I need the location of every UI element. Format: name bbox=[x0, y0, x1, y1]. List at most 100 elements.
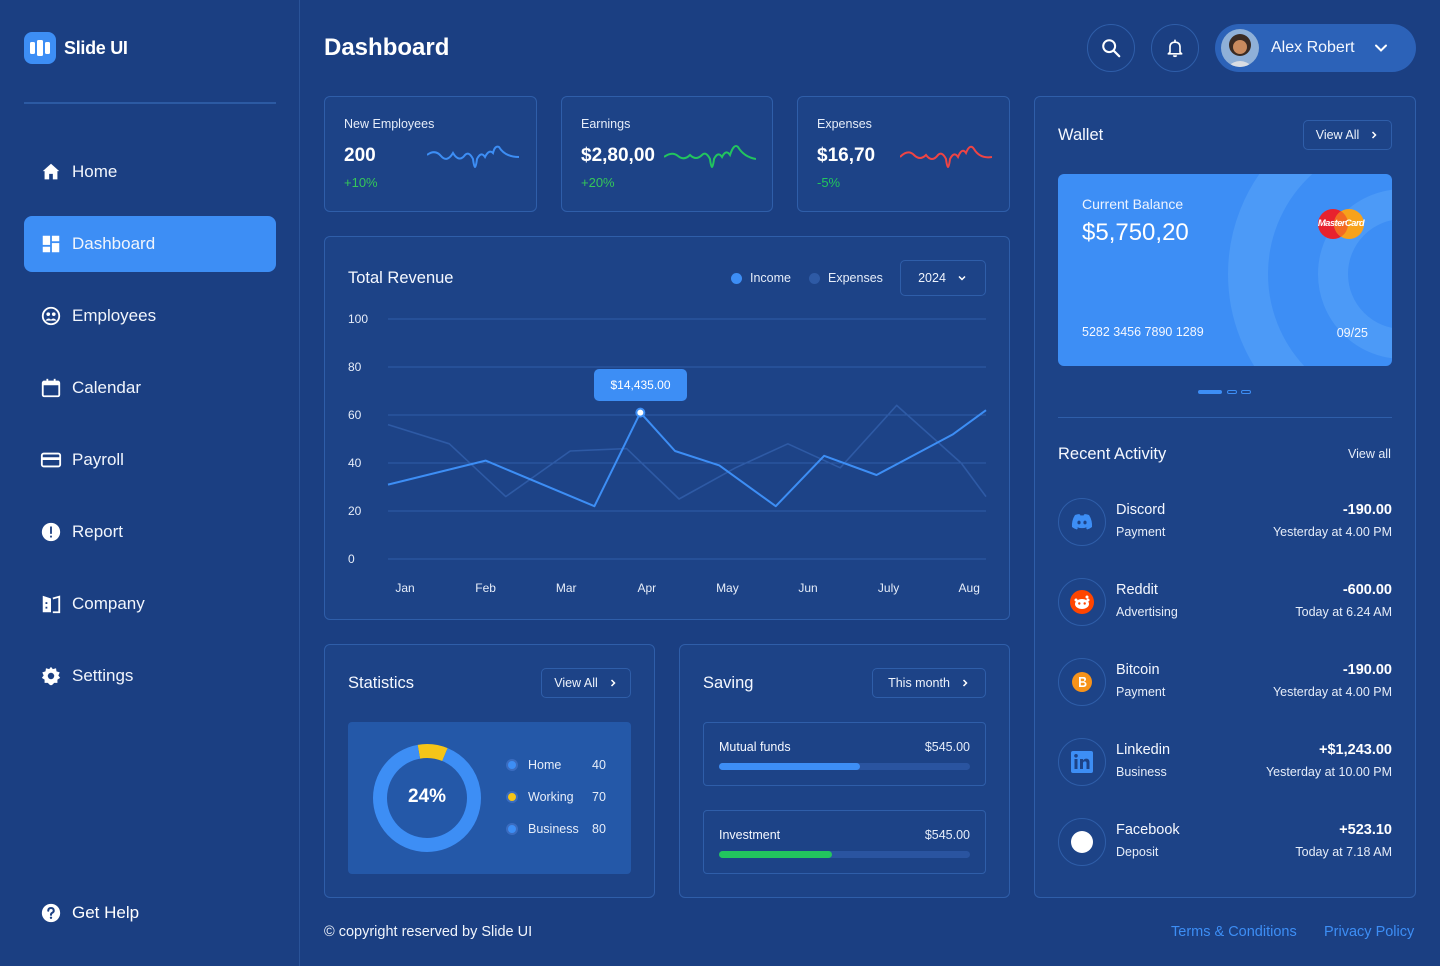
sidebar-item-company[interactable]: Company bbox=[24, 576, 276, 632]
activity-type: Business bbox=[1116, 765, 1167, 779]
employees-icon bbox=[41, 306, 61, 326]
company-icon bbox=[42, 595, 61, 614]
series-line-income bbox=[387, 409, 987, 508]
carousel-dot[interactable] bbox=[1227, 390, 1237, 394]
sidebar-item-employees[interactable]: Employees bbox=[24, 288, 276, 344]
kpi-card-expenses: Expenses $16,70 -5% bbox=[797, 96, 1010, 212]
sidebar-item-label: Report bbox=[72, 522, 124, 541]
activity-name: Bitcoin bbox=[1116, 662, 1160, 678]
stat-legend-dot bbox=[506, 759, 518, 771]
activity-amount: +523.10 bbox=[1339, 822, 1392, 838]
chevron-right-icon bbox=[962, 679, 968, 687]
sidebar-item-settings[interactable]: Settings bbox=[24, 648, 276, 704]
y-tick-label: 40 bbox=[348, 456, 362, 470]
activity-time: Yesterday at 4.00 PM bbox=[1272, 685, 1392, 699]
activity-type: Payment bbox=[1116, 685, 1166, 699]
saving-title: Saving bbox=[703, 674, 754, 692]
terms-link[interactable]: Terms & Conditions bbox=[1171, 924, 1297, 940]
activity-amount: +$1,243.00 bbox=[1319, 742, 1392, 758]
stat-legend-dot bbox=[506, 791, 518, 803]
legend-expenses-dot bbox=[809, 272, 820, 284]
x-tick-label: Aug bbox=[959, 581, 980, 595]
activity-name: Reddit bbox=[1116, 582, 1158, 598]
donut-segment bbox=[373, 744, 481, 852]
mastercard-logo-icon: MasterCard bbox=[1315, 208, 1367, 240]
stat-legend-label: Business bbox=[528, 822, 579, 836]
chevron-down-icon bbox=[958, 275, 966, 281]
sidebar-item-dashboard[interactable]: Dashboard bbox=[24, 216, 276, 272]
home-icon bbox=[42, 163, 60, 180]
sidebar-item-label: Settings bbox=[72, 666, 134, 685]
app-logo[interactable]: Slide UI bbox=[24, 32, 128, 64]
sidebar: Slide UI Home Dashboard Employees Calend… bbox=[0, 0, 300, 966]
linkedin-icon bbox=[1058, 738, 1106, 786]
kpi-sparkline bbox=[664, 145, 756, 168]
wallet-view-all-button[interactable]: View All bbox=[1303, 120, 1392, 150]
legend-expenses: Expenses bbox=[809, 271, 883, 285]
notifications-button[interactable] bbox=[1151, 24, 1199, 72]
activity-name: Linkedin bbox=[1116, 742, 1171, 758]
stat-legend-home: Home 40 bbox=[506, 758, 606, 772]
saving-item-name: Mutual funds bbox=[719, 740, 791, 754]
activity-amount: -600.00 bbox=[1342, 582, 1392, 598]
bank-card[interactable]: Current Balance $5,750,20 5282 3456 7890… bbox=[1058, 174, 1392, 366]
activity-row-discord[interactable]: Discord Payment -190.00 Yesterday at 4.0… bbox=[1058, 498, 1392, 548]
sidebar-item-report[interactable]: Report bbox=[24, 504, 276, 560]
balance-amount: $5,750,20 bbox=[1082, 219, 1189, 246]
x-tick-label: July bbox=[878, 581, 899, 595]
chevron-down-icon bbox=[1374, 44, 1387, 52]
user-name: Alex Robert bbox=[1271, 39, 1355, 56]
slide-ui-logo-icon bbox=[24, 32, 56, 64]
activity-row-bitcoin[interactable]: Bitcoin Payment -190.00 Yesterday at 4.0… bbox=[1058, 658, 1392, 708]
gear-icon bbox=[41, 666, 61, 686]
revenue-chart: 100 80 60 40 20 0 Jan Feb Mar Apr May Jun July Aug bbox=[348, 312, 987, 595]
kpi-change: -5% bbox=[817, 175, 841, 190]
y-tick-label: 0 bbox=[348, 552, 355, 566]
sidebar-item-label: Payroll bbox=[72, 450, 124, 469]
sidebar-item-calendar[interactable]: Calendar bbox=[24, 360, 276, 416]
year-select[interactable]: 2024 bbox=[900, 260, 986, 296]
footer-copyright: © copyright reserved by Slide UI bbox=[324, 924, 533, 940]
kpi-value: 200 bbox=[344, 145, 376, 166]
legend-income-dot bbox=[731, 272, 742, 284]
get-help-label: Get Help bbox=[72, 903, 140, 922]
statistics-donut-chart bbox=[373, 744, 481, 852]
carousel-dot-active[interactable] bbox=[1198, 390, 1222, 394]
legend-income-label: Income bbox=[750, 271, 791, 285]
activity-row-linkedin[interactable]: Linkedin Business +$1,243.00 Yesterday a… bbox=[1058, 738, 1392, 788]
x-tick-label: Feb bbox=[475, 581, 496, 595]
sidebar-item-home[interactable]: Home bbox=[24, 144, 276, 200]
privacy-link[interactable]: Privacy Policy bbox=[1324, 924, 1415, 940]
activity-time: Yesterday at 4.00 PM bbox=[1272, 525, 1392, 539]
get-help-link[interactable]: Get Help bbox=[40, 902, 139, 924]
activity-time: Today at 7.18 AM bbox=[1295, 845, 1392, 859]
activity-type: Advertising bbox=[1116, 605, 1178, 619]
sidebar-item-payroll[interactable]: Payroll bbox=[24, 432, 276, 488]
statistics-view-all-button[interactable]: View All bbox=[541, 668, 631, 698]
activity-name: Discord bbox=[1116, 502, 1166, 518]
kpi-sparkline bbox=[427, 145, 519, 168]
stat-legend-working: Working 70 bbox=[506, 790, 606, 804]
kpi-sparkline bbox=[900, 145, 992, 168]
x-tick-label: May bbox=[716, 581, 739, 595]
statistics-title: Statistics bbox=[348, 674, 415, 692]
activity-row-reddit[interactable]: Reddit Advertising -600.00 Today at 6.24… bbox=[1058, 578, 1392, 628]
report-icon bbox=[41, 522, 61, 542]
carousel-dot[interactable] bbox=[1241, 390, 1251, 394]
chart-tooltip: $14,435.00 bbox=[594, 369, 687, 401]
card-expiry: 09/25 bbox=[1336, 326, 1368, 340]
saving-item-mutual-funds[interactable]: Mutual funds $545.00 bbox=[703, 722, 986, 786]
legend-expenses-label: Expenses bbox=[828, 271, 883, 285]
stat-legend-label: Working bbox=[528, 790, 574, 804]
saving-period-button[interactable]: This month bbox=[872, 668, 986, 698]
user-menu[interactable]: Alex Robert bbox=[1215, 24, 1416, 72]
activity-view-all-link[interactable]: View all bbox=[1348, 447, 1391, 461]
payroll-icon bbox=[40, 452, 62, 468]
saving-item-investment[interactable]: Investment $545.00 bbox=[703, 810, 986, 874]
saving-progress-track bbox=[719, 763, 970, 770]
activity-row-facebook[interactable]: Facebook Deposit +523.10 Today at 7.18 A… bbox=[1058, 818, 1392, 868]
sidebar-item-label: Calendar bbox=[72, 378, 141, 397]
balance-label: Current Balance bbox=[1082, 196, 1184, 212]
search-button[interactable] bbox=[1087, 24, 1135, 72]
chevron-right-icon bbox=[1372, 131, 1377, 139]
